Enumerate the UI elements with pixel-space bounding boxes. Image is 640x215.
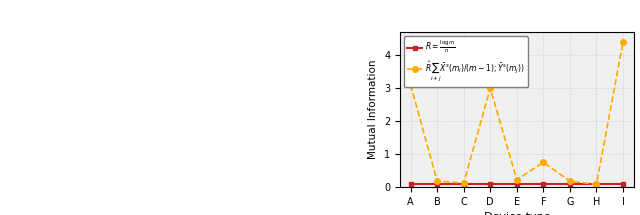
$\hat{R}\sum_{i+j}\bar{X}^s(m_i)/(m-1);\bar{Y}^s(m_j))$: [540, 161, 547, 164]
$R=\frac{\log m}{n}$: [486, 183, 494, 186]
Line: $\hat{R}\sum_{i+j}\bar{X}^s(m_i)/(m-1);\bar{Y}^s(m_j))$: $\hat{R}\sum_{i+j}\bar{X}^s(m_i)/(m-1);\…: [408, 39, 626, 187]
$R=\frac{\log m}{n}$: [460, 183, 468, 186]
$\hat{R}\sum_{i+j}\bar{X}^s(m_i)/(m-1);\bar{Y}^s(m_j))$: [513, 178, 521, 181]
$R=\frac{\log m}{n}$: [433, 183, 441, 186]
$R=\frac{\log m}{n}$: [619, 183, 627, 186]
Y-axis label: Mutual Information: Mutual Information: [369, 60, 378, 159]
$R=\frac{\log m}{n}$: [513, 183, 521, 186]
$\hat{R}\sum_{i+j}\bar{X}^s(m_i)/(m-1);\bar{Y}^s(m_j))$: [486, 87, 494, 89]
$\hat{R}\sum_{i+j}\bar{X}^s(m_i)/(m-1);\bar{Y}^s(m_j))$: [460, 182, 468, 184]
$\hat{R}\sum_{i+j}\bar{X}^s(m_i)/(m-1);\bar{Y}^s(m_j))$: [407, 84, 415, 86]
Line: $R=\frac{\log m}{n}$: $R=\frac{\log m}{n}$: [408, 182, 625, 186]
$R=\frac{\log m}{n}$: [407, 183, 415, 186]
$\hat{R}\sum_{i+j}\bar{X}^s(m_i)/(m-1);\bar{Y}^s(m_j))$: [566, 180, 573, 182]
$R=\frac{\log m}{n}$: [566, 183, 573, 186]
$\hat{R}\sum_{i+j}\bar{X}^s(m_i)/(m-1);\bar{Y}^s(m_j))$: [433, 180, 441, 182]
$\hat{R}\sum_{i+j}\bar{X}^s(m_i)/(m-1);\bar{Y}^s(m_j))$: [593, 183, 600, 186]
Legend: $R=\frac{\log m}{n}$, $\hat{R}\sum_{i+j}\bar{X}^s(m_i)/(m-1);\bar{Y}^s(m_j))$: $R=\frac{\log m}{n}$, $\hat{R}\sum_{i+j}…: [404, 36, 528, 87]
$R=\frac{\log m}{n}$: [540, 183, 547, 186]
$R=\frac{\log m}{n}$: [593, 183, 600, 186]
X-axis label: Device type: Device type: [484, 212, 550, 215]
$\hat{R}\sum_{i+j}\bar{X}^s(m_i)/(m-1);\bar{Y}^s(m_j))$: [619, 41, 627, 43]
